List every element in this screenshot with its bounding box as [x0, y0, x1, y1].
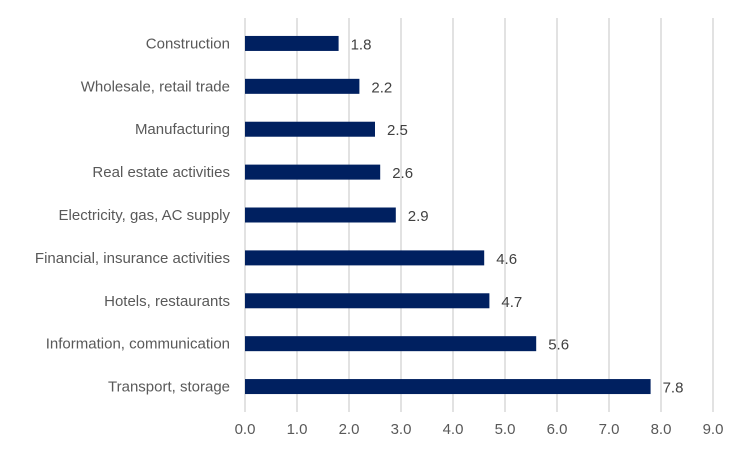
- category-label: Electricity, gas, AC supply: [59, 207, 231, 224]
- data-label: 2.2: [371, 79, 392, 96]
- category-label: Construction: [146, 35, 230, 52]
- data-label: 7.8: [663, 380, 684, 397]
- x-tick-label: 0.0: [235, 421, 256, 438]
- x-tick-label: 2.0: [339, 421, 360, 438]
- category-label: Information, communication: [46, 336, 230, 353]
- category-label: Hotels, restaurants: [104, 293, 230, 310]
- category-label: Manufacturing: [135, 121, 230, 138]
- data-labels: 1.8 2.2 2.5 2.6 2.9 4.6 4.7 5.6 7.8: [351, 36, 684, 396]
- x-tick-label: 8.0: [651, 421, 672, 438]
- category-labels: Construction Wholesale, retail trade Manuf…: [35, 35, 231, 395]
- bar: [245, 121, 375, 137]
- bar: [245, 35, 339, 51]
- category-label: Real estate activities: [92, 164, 230, 181]
- data-label: 2.6: [392, 165, 413, 182]
- category-label: Transport, storage: [108, 379, 230, 396]
- bar: [245, 293, 490, 309]
- data-label: 2.9: [408, 208, 429, 225]
- x-axis-tick-labels: 0.0 1.0 2.0 3.0 4.0 5.0 6.0 7.0 8.0 9.0: [235, 421, 724, 438]
- bar: [245, 336, 537, 352]
- category-label: Wholesale, retail trade: [81, 78, 230, 95]
- bar: [245, 78, 360, 94]
- x-tick-label: 4.0: [443, 421, 464, 438]
- data-label: 5.6: [548, 337, 569, 354]
- bar: [245, 379, 651, 395]
- data-label: 4.7: [501, 294, 522, 311]
- x-tick-label: 1.0: [287, 421, 308, 438]
- x-tick-label: 3.0: [391, 421, 412, 438]
- bar: [245, 164, 381, 180]
- data-label: 4.6: [496, 251, 517, 268]
- data-label: 2.5: [387, 122, 408, 139]
- data-label: 1.8: [351, 36, 372, 53]
- x-tick-label: 7.0: [599, 421, 620, 438]
- bar: [245, 207, 396, 223]
- x-tick-label: 9.0: [703, 421, 724, 438]
- x-tick-label: 5.0: [495, 421, 516, 438]
- bars: [245, 35, 651, 395]
- category-label: Financial, insurance activities: [35, 250, 230, 267]
- bar: [245, 250, 485, 266]
- x-tick-label: 6.0: [547, 421, 568, 438]
